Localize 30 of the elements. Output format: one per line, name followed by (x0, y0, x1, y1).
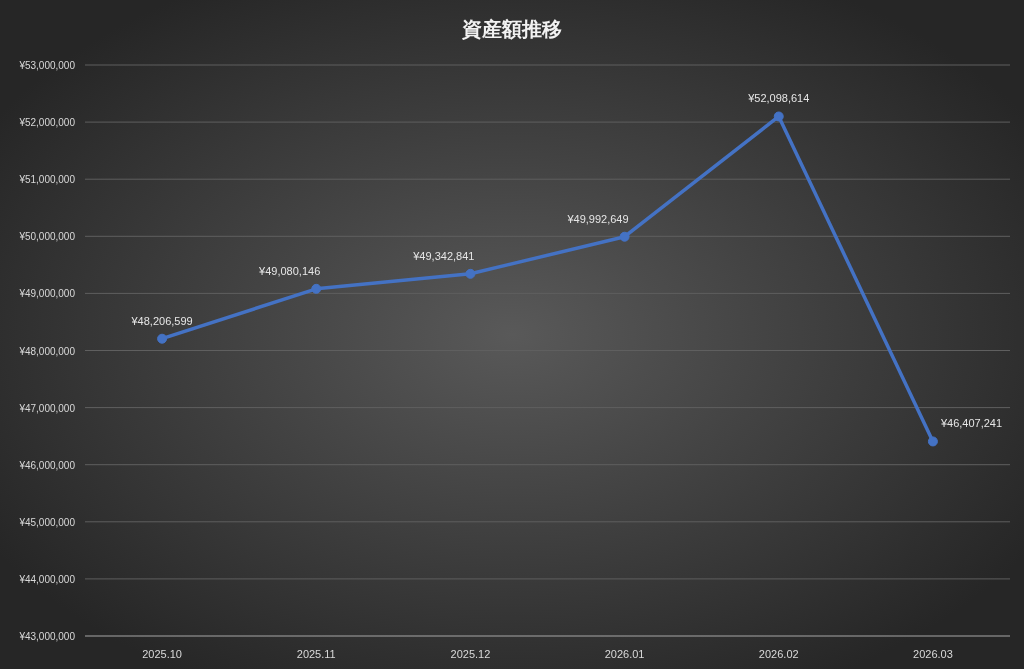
y-tick-label: ¥53,000,000 (18, 60, 76, 71)
y-tick-label: ¥47,000,000 (18, 402, 76, 414)
x-tick-label: 2025.11 (296, 648, 336, 660)
point (157, 333, 168, 344)
x-tick-label: 2025.10 (142, 648, 182, 660)
y-tick-label: ¥49,000,000 (18, 288, 76, 300)
y-tick-label: ¥48,000,000 (18, 345, 76, 357)
x-tick-label: 2026.03 (913, 648, 953, 660)
data-label: ¥52,098,614 (747, 92, 810, 105)
point (619, 231, 630, 242)
data-label: ¥49,992,649 (566, 212, 629, 225)
point (927, 436, 938, 447)
point (773, 111, 784, 122)
x-tick-label: 2026.02 (758, 648, 799, 660)
data-label: ¥48,206,599 (130, 314, 193, 327)
data-label: ¥49,342,841 (412, 249, 475, 262)
y-tick-label: ¥43,000,000 (18, 631, 76, 642)
y-tick-label: ¥44,000,000 (18, 573, 76, 585)
chart-title: 資産額推移 (461, 18, 562, 40)
x-tick-label: 2026.01 (604, 648, 645, 660)
y-tick-label: ¥50,000,000 (18, 231, 76, 243)
y-tick-label: ¥51,000,000 (18, 174, 76, 186)
y-tick-label: ¥46,000,000 (18, 459, 76, 471)
y-tick-label: ¥45,000,000 (18, 516, 76, 528)
data-label: ¥49,080,146 (258, 264, 321, 277)
point (311, 283, 322, 294)
y-tick-label: ¥52,000,000 (18, 117, 76, 129)
x-tick-label: 2025.12 (450, 648, 491, 660)
data-label: ¥46,407,241 (939, 417, 1003, 430)
point (465, 268, 476, 279)
